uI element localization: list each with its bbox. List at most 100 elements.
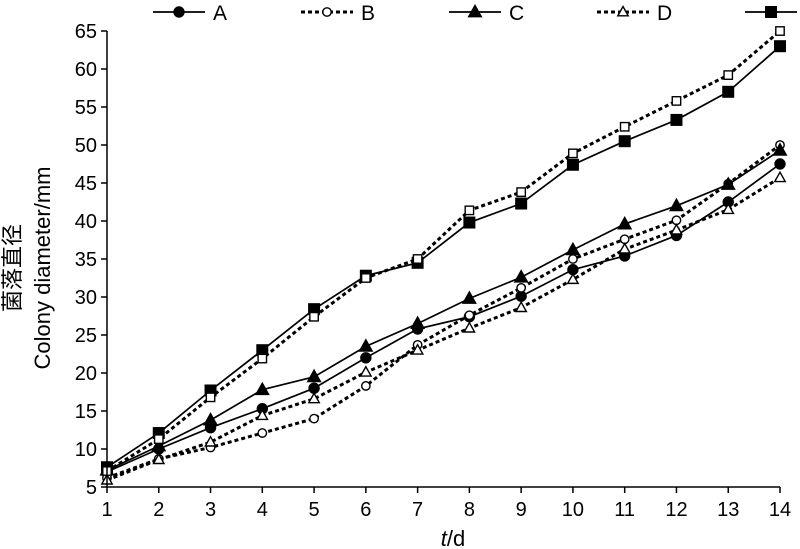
data-point xyxy=(720,176,736,190)
y-tick-label: 15 xyxy=(75,401,97,423)
y-tick-label: 35 xyxy=(75,249,97,271)
data-point xyxy=(309,311,319,322)
data-point xyxy=(772,142,788,156)
series-d-line xyxy=(106,176,781,482)
x-tick-label: 7 xyxy=(412,499,423,521)
data-point xyxy=(306,368,322,383)
data-point xyxy=(309,413,319,424)
legend-item-c: C xyxy=(449,2,524,25)
data-point xyxy=(568,148,578,159)
data-point xyxy=(360,381,371,391)
data-point xyxy=(257,353,268,364)
y-tick-label: 5 xyxy=(86,477,97,499)
legend-item-d: D xyxy=(597,2,672,25)
x-tick-label: 3 xyxy=(205,499,216,521)
y-tick-label: 30 xyxy=(75,287,97,309)
data-point xyxy=(204,435,217,447)
x-ticks: 1 2 3 4 5 6 7 8 9 10 11 12 13 14 xyxy=(101,487,791,521)
y-tick-label: 10 xyxy=(75,439,97,461)
data-point xyxy=(463,216,476,229)
data-point xyxy=(255,408,269,421)
data-point xyxy=(566,272,580,285)
y-ticks: 5 10 15 20 25 30 35 40 45 50 55 60 65 xyxy=(75,21,107,499)
y-tick-label: 50 xyxy=(75,135,97,157)
legend-item-e: E xyxy=(745,6,797,18)
x-tick-label: 6 xyxy=(360,499,371,521)
data-point xyxy=(308,382,320,394)
data-point xyxy=(257,428,268,438)
y-tick-label: 40 xyxy=(75,211,97,233)
y-tick-label: 45 xyxy=(75,173,97,195)
data-point xyxy=(516,282,527,293)
data-point xyxy=(205,392,216,403)
x-tick-label: 13 xyxy=(717,499,739,521)
series-d xyxy=(100,170,787,485)
legend: ABCDEF xyxy=(153,2,797,25)
data-point xyxy=(619,121,630,132)
data-point xyxy=(721,202,735,215)
x-tick-label: 9 xyxy=(516,499,527,521)
data-point xyxy=(412,254,423,264)
legend-marker xyxy=(616,5,630,17)
x-tick-label: 11 xyxy=(614,499,635,521)
series-e-line xyxy=(106,45,781,468)
legend-marker xyxy=(765,6,777,18)
data-point xyxy=(668,197,684,212)
x-tick-label: 10 xyxy=(562,499,584,521)
x-tick-label: 8 xyxy=(464,499,475,521)
data-point xyxy=(461,290,477,304)
data-point xyxy=(358,338,374,352)
series-a-line xyxy=(106,163,781,473)
x-axis-label: t/d xyxy=(441,526,465,549)
series-f-line xyxy=(106,29,781,473)
y-axis-label-cn: 菌落直径 xyxy=(0,224,25,312)
legend-marker xyxy=(173,6,185,18)
data-point xyxy=(411,343,425,355)
legend-item-a: A xyxy=(153,2,227,25)
x-tick-label: 2 xyxy=(153,499,164,521)
data-point xyxy=(670,223,683,235)
y-tick-label: 60 xyxy=(75,59,97,81)
x-axis-label-italic: t xyxy=(441,526,448,549)
data-point xyxy=(464,205,475,216)
data-point xyxy=(359,365,373,377)
data-point xyxy=(464,310,475,321)
x-axis-label-unit: /d xyxy=(447,526,465,549)
legend-item-b: B xyxy=(301,2,375,25)
y-tick-label: 55 xyxy=(75,97,97,119)
data-point xyxy=(203,412,219,426)
series-b-line xyxy=(106,143,781,480)
data-point xyxy=(410,315,426,329)
data-point xyxy=(565,241,581,256)
legend-label: B xyxy=(361,2,375,25)
x-tick-label: 14 xyxy=(769,499,791,521)
data-point xyxy=(516,187,527,198)
data-point xyxy=(670,113,683,126)
data-point xyxy=(619,234,630,245)
series-c-line xyxy=(106,149,781,472)
data-point xyxy=(722,85,735,98)
data-point xyxy=(618,242,632,254)
legend-label: A xyxy=(213,2,227,25)
series-f xyxy=(102,26,785,476)
data-point xyxy=(254,381,270,396)
data-point xyxy=(775,26,785,36)
data-point xyxy=(307,391,321,404)
series-c xyxy=(99,142,788,476)
data-point xyxy=(153,434,164,445)
series-a xyxy=(101,158,786,478)
data-point xyxy=(723,70,734,80)
x-tick-label: 12 xyxy=(665,499,687,521)
y-tick-label: 20 xyxy=(75,363,97,385)
data-point xyxy=(515,197,528,210)
data-point xyxy=(774,158,786,170)
legend-label: D xyxy=(657,2,672,25)
data-point xyxy=(513,269,529,283)
y-axis-label-en: Colony diameter/mm xyxy=(30,167,55,370)
data-point xyxy=(360,352,372,364)
series-e xyxy=(101,40,786,474)
data-point xyxy=(462,321,476,333)
legend-label: C xyxy=(509,2,524,25)
